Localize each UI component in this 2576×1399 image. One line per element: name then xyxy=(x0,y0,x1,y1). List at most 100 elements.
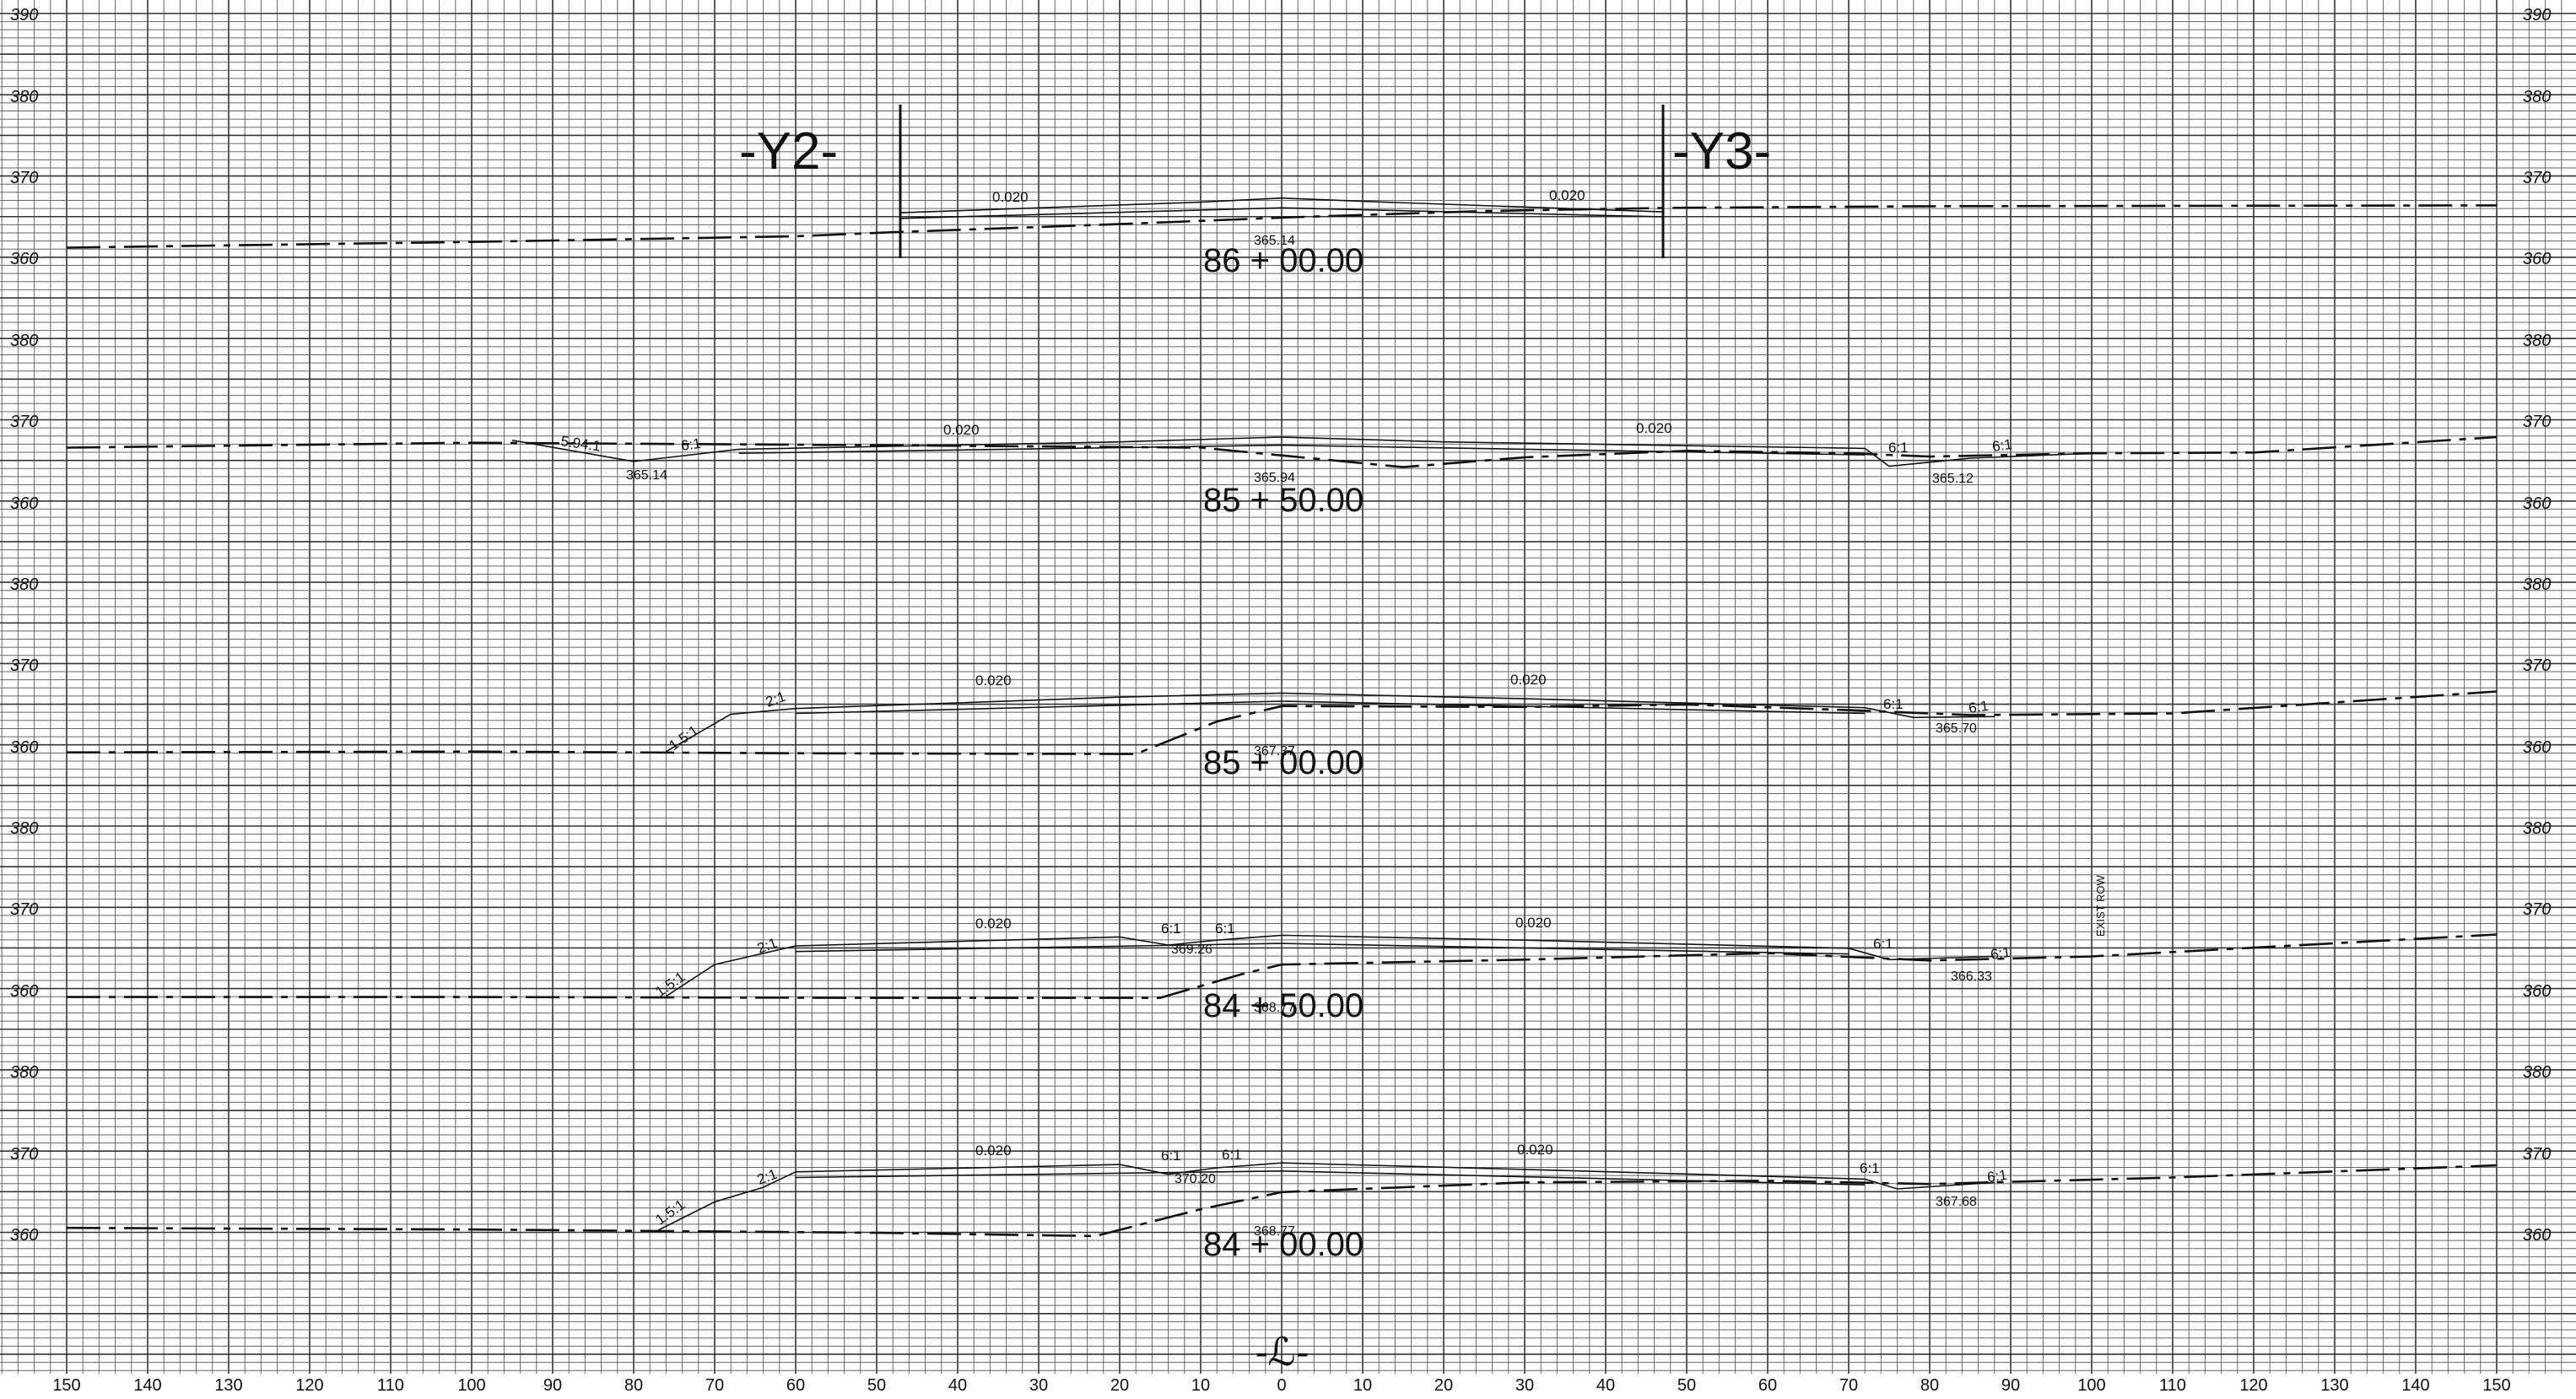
spot-elevation-label: 368.77 xyxy=(1254,1224,1295,1239)
offset-axis: 150 140 130 120 110 100 90 80 70 60 50 4… xyxy=(52,1376,2510,1395)
offset-tick-label: 140 xyxy=(133,1376,161,1395)
slope-label: 0.020 xyxy=(1510,672,1547,688)
offset-tick-label: 150 xyxy=(2482,1376,2510,1395)
spot-elevation-label: 369.26 xyxy=(1171,943,1212,957)
alignment-label-y3: -Y3- xyxy=(1672,122,1771,181)
spot-elevation-label: 365.14 xyxy=(626,468,667,483)
spot-elevation-label: 365.94 xyxy=(1254,471,1295,485)
slope-label: 0.020 xyxy=(992,189,1029,205)
slope-label: 6:1 xyxy=(1215,921,1235,937)
elevation-label: 370 xyxy=(2523,413,2551,431)
offset-tick-label: 40 xyxy=(1596,1376,1615,1395)
existing-ground-lines xyxy=(66,204,2498,1238)
slope-label: 6:1 xyxy=(1161,921,1181,937)
offset-tick-label: 110 xyxy=(2159,1376,2186,1395)
elevation-label: 370 xyxy=(2523,900,2551,919)
offset-tick-label: 100 xyxy=(2077,1376,2105,1395)
station-label: 86 + 00.00 xyxy=(1203,242,1364,279)
elevation-label: 360 xyxy=(10,250,38,268)
offset-tick-label: 140 xyxy=(2401,1376,2429,1395)
slope-label: 6:1 xyxy=(1968,698,1990,716)
design-finished-grade-line xyxy=(511,436,2093,467)
design-subgrade-line xyxy=(795,1169,1866,1186)
offset-tick-label: 70 xyxy=(705,1376,724,1395)
station-label: 84 + 50.00 xyxy=(1203,987,1364,1024)
existing-ground-line xyxy=(66,690,2498,755)
existing-ground-line xyxy=(66,435,2498,468)
design-subgrade-line xyxy=(795,943,1850,955)
offset-tick-label: 100 xyxy=(457,1376,485,1395)
offset-tick-label: 80 xyxy=(1920,1376,1939,1395)
elevation-label: 370 xyxy=(10,900,38,919)
slope-label: 6:1 xyxy=(1873,936,1893,952)
elevation-label: 360 xyxy=(10,982,38,1001)
design-subgrade-line xyxy=(738,444,1866,456)
elevation-label: 380 xyxy=(2523,88,2551,106)
offset-tick-label: 130 xyxy=(2320,1376,2348,1395)
offset-tick-label: 60 xyxy=(1758,1376,1777,1395)
station-label: 85 + 00.00 xyxy=(1203,744,1364,781)
design-finished-grade-line xyxy=(666,692,1995,753)
slope-label: 0.020 xyxy=(975,916,1012,932)
offset-tick-label: 80 xyxy=(624,1376,643,1395)
offset-tick-label: 150 xyxy=(52,1376,80,1395)
design-finished-grade-line xyxy=(665,934,1995,997)
offset-tick-label: 20 xyxy=(1110,1376,1129,1395)
offset-tick-label: 50 xyxy=(1677,1376,1696,1395)
spot-elevation-label: 370.20 xyxy=(1175,1172,1216,1186)
right-elevation-labels: 390 380 370 360 380 370 360 380 370 360 … xyxy=(2523,6,2551,1245)
elevation-label: 360 xyxy=(10,738,38,757)
spot-elevation-label: 365.14 xyxy=(1254,234,1295,248)
elevation-label: 370 xyxy=(10,656,38,675)
offset-tick-label: 130 xyxy=(214,1376,242,1395)
elevation-label: 360 xyxy=(2523,250,2551,268)
elevation-label: 370 xyxy=(10,413,38,431)
elevation-label: 380 xyxy=(2523,1063,2551,1082)
elevation-label: 360 xyxy=(10,494,38,513)
centerline-label: -ℒ- xyxy=(1255,1330,1309,1374)
elevation-label: 380 xyxy=(10,332,38,350)
spot-elevation-label: 365.70 xyxy=(1936,721,1977,736)
spot-elevation-label: 367.68 xyxy=(1936,1195,1977,1209)
slope-label: 0.020 xyxy=(1517,1142,1553,1158)
slope-label: 6:1 xyxy=(680,435,702,454)
elevation-label: 380 xyxy=(2523,575,2551,594)
elevation-label: 370 xyxy=(10,169,38,187)
elevation-label: 360 xyxy=(10,1226,38,1245)
slope-label: 6:1 xyxy=(1860,1160,1880,1176)
slope-label: 6:1 xyxy=(1986,1167,2008,1186)
offset-tick-label: 10 xyxy=(1191,1376,1210,1395)
elevation-label: 380 xyxy=(2523,819,2551,838)
slope-label: 0.020 xyxy=(1515,915,1552,931)
offset-tick-label: 90 xyxy=(2001,1376,2020,1395)
offset-tick-label: 90 xyxy=(543,1376,562,1395)
spot-elevation-label: 368.77 xyxy=(1254,1001,1295,1015)
elevation-label: 370 xyxy=(2523,169,2551,187)
slope-label: 0.020 xyxy=(1636,420,1672,436)
elevation-label: 360 xyxy=(2523,982,2551,1001)
existing-ground-line xyxy=(67,933,2498,999)
elevation-label: 390 xyxy=(10,6,38,24)
offset-tick-label: 40 xyxy=(948,1376,967,1395)
offset-tick-label: 0 xyxy=(1277,1376,1286,1395)
left-elevation-labels: 390 380 370 360 380 370 360 380 370 360 … xyxy=(10,6,38,1245)
spot-elevation-label: 366.33 xyxy=(1951,970,1992,984)
offset-tick-label: 50 xyxy=(867,1376,886,1395)
elevation-label: 390 xyxy=(2523,6,2551,24)
spot-elevation-label: 365.12 xyxy=(1932,472,1974,486)
design-subgrade-line xyxy=(795,700,1866,715)
elevation-label: 380 xyxy=(10,575,38,594)
offset-tick-label: 30 xyxy=(1515,1376,1534,1395)
offset-tick-label: 120 xyxy=(2239,1376,2267,1395)
design-finished-grade-line xyxy=(657,1162,1995,1231)
elevation-label: 360 xyxy=(2523,738,2551,757)
slope-label: 0.020 xyxy=(975,672,1012,689)
offset-tick-label: 60 xyxy=(786,1376,805,1395)
elevation-label: 370 xyxy=(2523,656,2551,675)
design-template-lines xyxy=(511,197,2093,1231)
offset-tick-label: 30 xyxy=(1029,1376,1048,1395)
elevation-label: 380 xyxy=(10,819,38,838)
